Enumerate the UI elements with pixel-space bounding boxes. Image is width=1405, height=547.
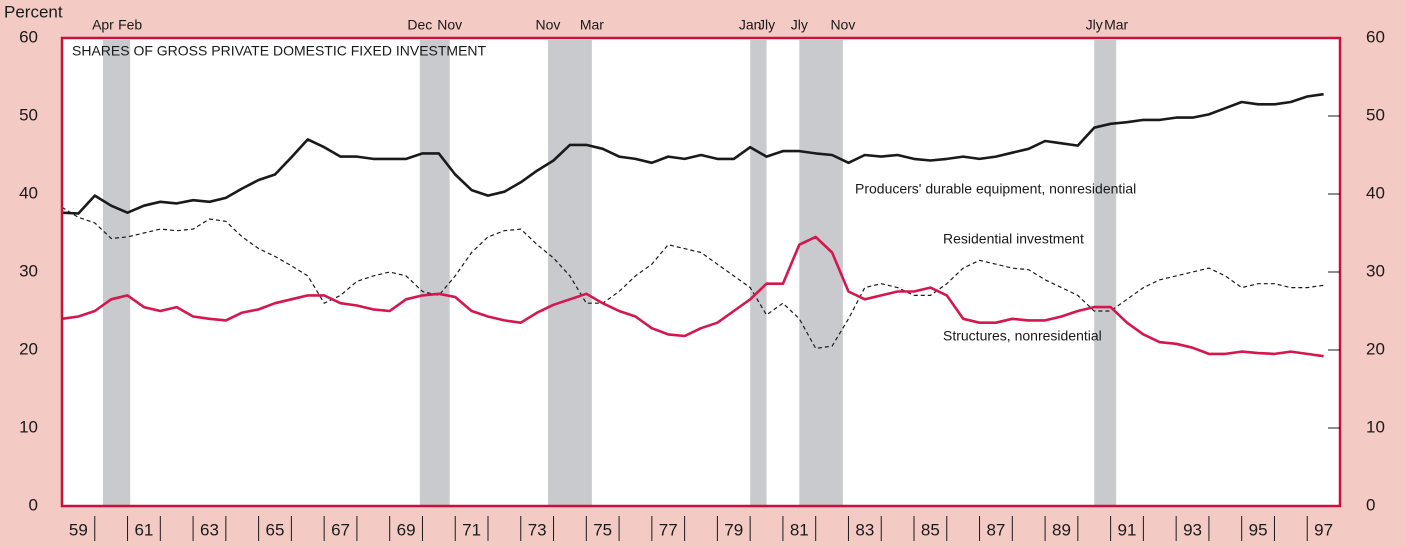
x-tick-label: 89 [1052, 520, 1071, 539]
recession-start-label: Jan [739, 17, 762, 33]
recession-start-label: Nov [536, 17, 561, 33]
x-tick-label: 81 [790, 520, 809, 539]
chart-title: SHARES OF GROSS PRIVATE DOMESTIC FIXED I… [72, 43, 487, 59]
x-tick-label: 69 [397, 520, 416, 539]
recession-band [1094, 40, 1117, 506]
series-line [61, 92, 1324, 215]
y-tick-label-left: 60 [19, 27, 38, 46]
x-tick-label: 87 [986, 520, 1005, 539]
x-tick-label: 59 [69, 520, 88, 539]
recession-end-label: Jly [758, 17, 775, 33]
recession-end-label: Feb [118, 17, 142, 33]
y-tick-label-left: 50 [19, 105, 38, 124]
y-tick-label-left: 10 [19, 417, 38, 436]
x-tick-label: 71 [462, 520, 481, 539]
recession-band [750, 40, 767, 506]
x-tick-label: 77 [659, 520, 678, 539]
x-tick-label: 95 [1249, 520, 1268, 539]
recession-end-label: Mar [580, 17, 604, 33]
series-label: Structures, nonresidential [943, 328, 1102, 344]
recession-start-label: Jly [791, 17, 808, 33]
series-label: Producers' durable equipment, nonresiden… [855, 181, 1136, 197]
recession-end-label: Nov [830, 17, 855, 33]
y-tick-label-left: 0 [29, 495, 38, 514]
y-tick-label-right: 60 [1366, 27, 1385, 46]
y-tick-label-left: 20 [19, 339, 38, 358]
recession-band [799, 40, 843, 506]
x-tick-label: 79 [724, 520, 743, 539]
x-tick-label: 85 [921, 520, 940, 539]
y-tick-label-right: 40 [1366, 183, 1385, 202]
x-tick-label: 83 [855, 520, 874, 539]
recession-end-label: Nov [437, 17, 462, 33]
series-label: Residential investment [943, 231, 1084, 247]
x-tick-label: 63 [200, 520, 219, 539]
recession-band [102, 40, 131, 506]
x-tick-label: 91 [1118, 520, 1137, 539]
y-tick-label-left: 30 [19, 261, 38, 280]
x-tick-label: 73 [528, 520, 547, 539]
recession-start-label: Dec [407, 17, 432, 33]
y-tick-label-right: 10 [1366, 417, 1385, 436]
x-tick-label: 75 [593, 520, 612, 539]
y-axis-title: Percent [4, 2, 63, 21]
recession-band [419, 40, 450, 506]
series-line [61, 235, 1324, 358]
recession-start-label: Jly [1086, 17, 1103, 33]
recession-band [547, 40, 592, 506]
recession-start-label: Apr [92, 17, 114, 33]
x-tick-label: 61 [134, 520, 153, 539]
x-tick-label: 93 [1183, 520, 1202, 539]
recession-end-label: Mar [1104, 17, 1128, 33]
y-tick-label-right: 50 [1366, 105, 1385, 124]
plot-area [62, 38, 1340, 506]
y-tick-label-right: 30 [1366, 261, 1385, 280]
x-tick-label: 97 [1314, 520, 1333, 539]
y-tick-label-left: 40 [19, 183, 38, 202]
y-tick-label-right: 20 [1366, 339, 1385, 358]
x-tick-label: 65 [266, 520, 285, 539]
y-tick-label-right: 0 [1366, 495, 1375, 514]
x-tick-label: 67 [331, 520, 350, 539]
